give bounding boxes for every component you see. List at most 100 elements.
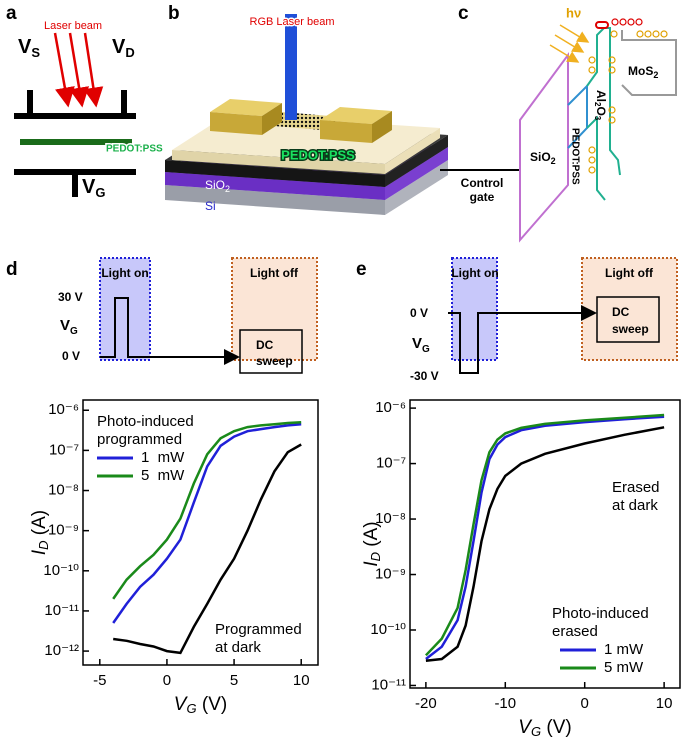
light-on-box xyxy=(99,257,151,361)
axis-label: VG xyxy=(60,317,78,337)
x-axis-label-part: V xyxy=(174,694,189,715)
legend-title: Photo-induced xyxy=(552,605,649,622)
light-on-label: Light on xyxy=(101,266,148,280)
series-line xyxy=(425,426,665,662)
high-label: 0 V xyxy=(410,306,428,320)
band-diagram xyxy=(440,18,677,243)
photon-label: hν xyxy=(566,5,581,20)
y-tick-label: 10⁻¹⁰ xyxy=(43,562,79,579)
panel-label: d xyxy=(6,259,18,280)
legend-label: 1 mW xyxy=(141,449,185,466)
y-axis-label-part: I xyxy=(29,549,50,555)
y-axis-label-part: D xyxy=(36,540,51,549)
light-off-box xyxy=(231,257,318,361)
laser-arrows xyxy=(53,32,104,108)
x-axis-label: VG (V) xyxy=(174,694,227,716)
x-axis-label-part: G xyxy=(186,701,196,716)
light-off-label: Light off xyxy=(250,266,299,280)
electrodes xyxy=(14,90,136,197)
annotation: at dark xyxy=(612,497,658,514)
axis-label: VG xyxy=(412,335,430,355)
y-axis-label: ID (A) xyxy=(29,510,51,555)
x-axis-label-part: V xyxy=(518,717,533,738)
plot-frame xyxy=(409,399,681,689)
series-line xyxy=(425,415,665,660)
oxide-label: SiO2 xyxy=(530,150,556,166)
legend-title: erased xyxy=(552,623,598,640)
sweep-label: sweep xyxy=(256,354,293,368)
panel-label: b xyxy=(168,3,180,24)
x-axis-label-part: G xyxy=(531,724,541,739)
laser-label: RGB Laser beam xyxy=(250,16,335,28)
y-tick-label: 10⁻¹¹ xyxy=(44,602,79,619)
sweep-label: DC xyxy=(256,338,274,352)
light-off-box xyxy=(581,257,678,361)
y-tick-label: 10⁻⁹ xyxy=(375,565,406,582)
laser-label: Laser beam xyxy=(44,20,102,32)
semiconductor-label: MoS2 xyxy=(628,64,658,80)
x-tick-label: 10 xyxy=(293,672,310,689)
high-label: 30 V xyxy=(58,290,83,304)
y-tick-label: 10⁻⁸ xyxy=(48,481,79,498)
annotation: at dark xyxy=(215,639,261,656)
pulse xyxy=(100,297,240,365)
layer-label: PEDOT:PSS xyxy=(281,147,355,162)
pedot-layer xyxy=(20,139,132,145)
legend-title: programmed xyxy=(97,431,182,448)
x-tick-label: -20 xyxy=(415,695,437,712)
legend-label: 5 mW xyxy=(141,467,185,484)
series-line xyxy=(112,421,302,600)
y-tick-label: 10⁻¹² xyxy=(44,642,79,659)
y-axis-label: ID (A) xyxy=(361,521,383,566)
x-tick-label: -5 xyxy=(93,672,106,689)
x-tick-label: -10 xyxy=(494,695,516,712)
sweep-box xyxy=(239,329,303,374)
legend-label: 1 mW xyxy=(604,641,644,658)
series-line xyxy=(424,413,665,657)
dielectric-label: Al2O3 xyxy=(593,90,608,121)
y-axis-label-part: (A) xyxy=(361,521,382,552)
y-tick-label: 10⁻⁸ xyxy=(375,510,406,527)
sweep-label: sweep xyxy=(612,322,649,336)
y-tick-label: 10⁻⁶ xyxy=(375,399,406,416)
drain-label: VD xyxy=(112,36,135,60)
x-axis-label-part: (V) xyxy=(197,694,228,715)
light-on-label: Light on xyxy=(451,266,498,280)
x-tick-label: 0 xyxy=(581,695,589,712)
y-tick-label: 10⁻¹¹ xyxy=(371,676,406,693)
panel-label: c xyxy=(458,3,469,24)
light-off-label: Light off xyxy=(605,266,654,280)
y-axis-label-part: D xyxy=(368,552,383,561)
source-label: VS xyxy=(18,36,40,60)
legend-label: 5 mW xyxy=(604,659,644,676)
panel-label: a xyxy=(6,3,17,24)
panel-label: e xyxy=(356,259,367,280)
series-line xyxy=(113,443,302,655)
x-tick-label: 0 xyxy=(163,672,171,689)
substrate-label: Si xyxy=(205,199,216,213)
oxide-label: SiO2 xyxy=(205,178,230,194)
series-line xyxy=(112,422,302,624)
annotation: Erased xyxy=(612,479,660,496)
layer-label: PEDOT:PSS xyxy=(106,144,163,155)
x-axis-label: VG (V) xyxy=(518,717,571,739)
low-label: -30 V xyxy=(410,369,439,383)
sweep-label: DC xyxy=(612,305,630,319)
gate-label: gate xyxy=(470,190,495,204)
device-stack xyxy=(165,14,448,215)
sweep-box xyxy=(596,296,660,343)
gate-label: Control xyxy=(461,176,504,190)
annotation: Programmed xyxy=(215,621,302,638)
y-tick-label: 10⁻⁶ xyxy=(48,401,79,418)
y-tick-label: 10⁻⁷ xyxy=(49,441,79,458)
y-tick-label: 10⁻¹⁰ xyxy=(370,621,406,638)
y-axis-label-part: (A) xyxy=(29,510,50,541)
y-tick-label: 10⁻⁷ xyxy=(376,455,406,472)
legend-title: Photo-induced xyxy=(97,413,194,430)
x-axis-label-part: (V) xyxy=(541,717,572,738)
pulse xyxy=(448,305,597,374)
y-axis-label-part: I xyxy=(361,561,382,567)
layer-label: PEDOT:PSS xyxy=(569,128,580,185)
y-tick-label: 10⁻⁹ xyxy=(48,522,79,539)
